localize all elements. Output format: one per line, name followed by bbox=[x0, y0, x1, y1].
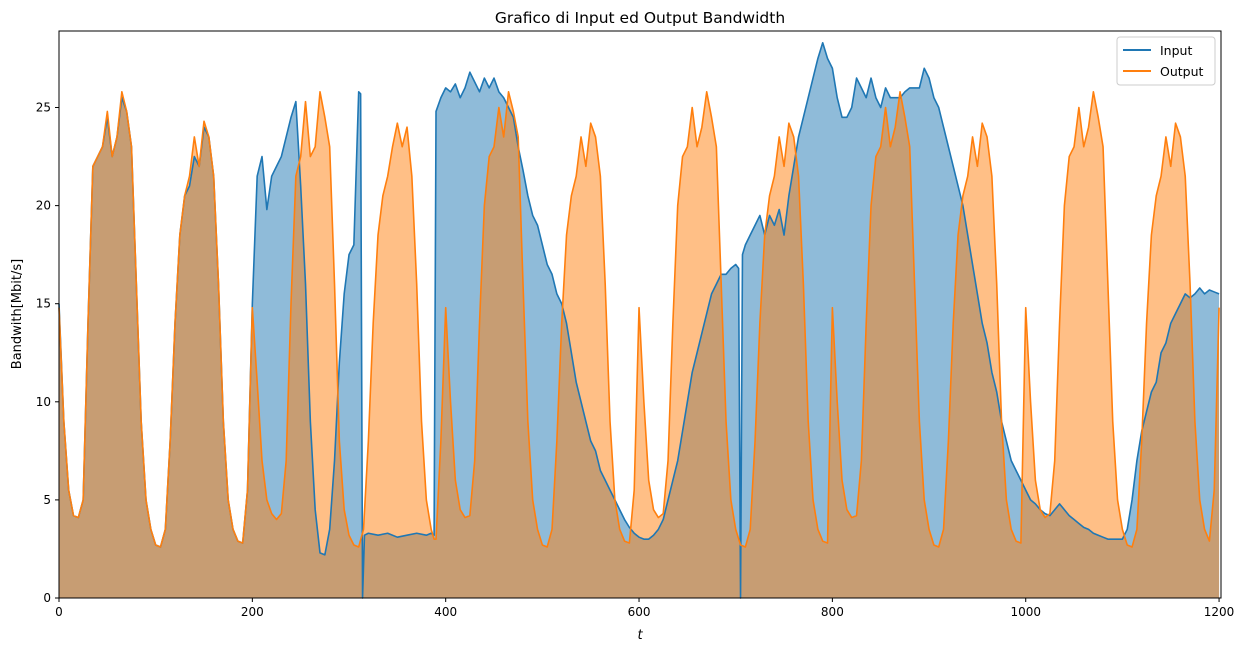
y-tick-label: 25 bbox=[36, 101, 51, 115]
series-output-area bbox=[59, 91, 1220, 598]
legend-output-label: Output bbox=[1160, 64, 1204, 79]
x-tick-label: 1200 bbox=[1204, 605, 1235, 619]
y-tick-label: 20 bbox=[36, 199, 51, 213]
legend-input-label: Input bbox=[1160, 43, 1192, 58]
x-tick-label: 200 bbox=[241, 605, 264, 619]
x-tick-label: 400 bbox=[434, 605, 457, 619]
chart-title: Grafico di Input ed Output Bandwidth bbox=[495, 9, 785, 27]
y-tick-label: 0 bbox=[43, 591, 51, 605]
y-axis-label: Bandwith[Mbit/s] bbox=[10, 259, 25, 369]
series-output-line bbox=[58, 91, 1220, 548]
x-tick-label: 0 bbox=[55, 605, 63, 619]
y-tick-label: 10 bbox=[36, 395, 51, 409]
y-tick-label: 5 bbox=[43, 493, 51, 507]
y-axis: 0 5 10 15 20 25 bbox=[36, 101, 59, 605]
x-tick-label: 800 bbox=[821, 605, 844, 619]
plot-frame bbox=[58, 30, 1222, 599]
x-tick-label: 1000 bbox=[1010, 605, 1041, 619]
x-tick-label: 600 bbox=[628, 605, 651, 619]
series-layer bbox=[58, 41, 1220, 599]
x-axis-label: t bbox=[637, 628, 643, 643]
legend: Input Output bbox=[1116, 36, 1216, 86]
y-tick-label: 15 bbox=[36, 297, 51, 311]
series-input-area bbox=[59, 42, 1220, 598]
x-axis: 0 200 400 600 800 1000 1200 bbox=[55, 598, 1234, 619]
